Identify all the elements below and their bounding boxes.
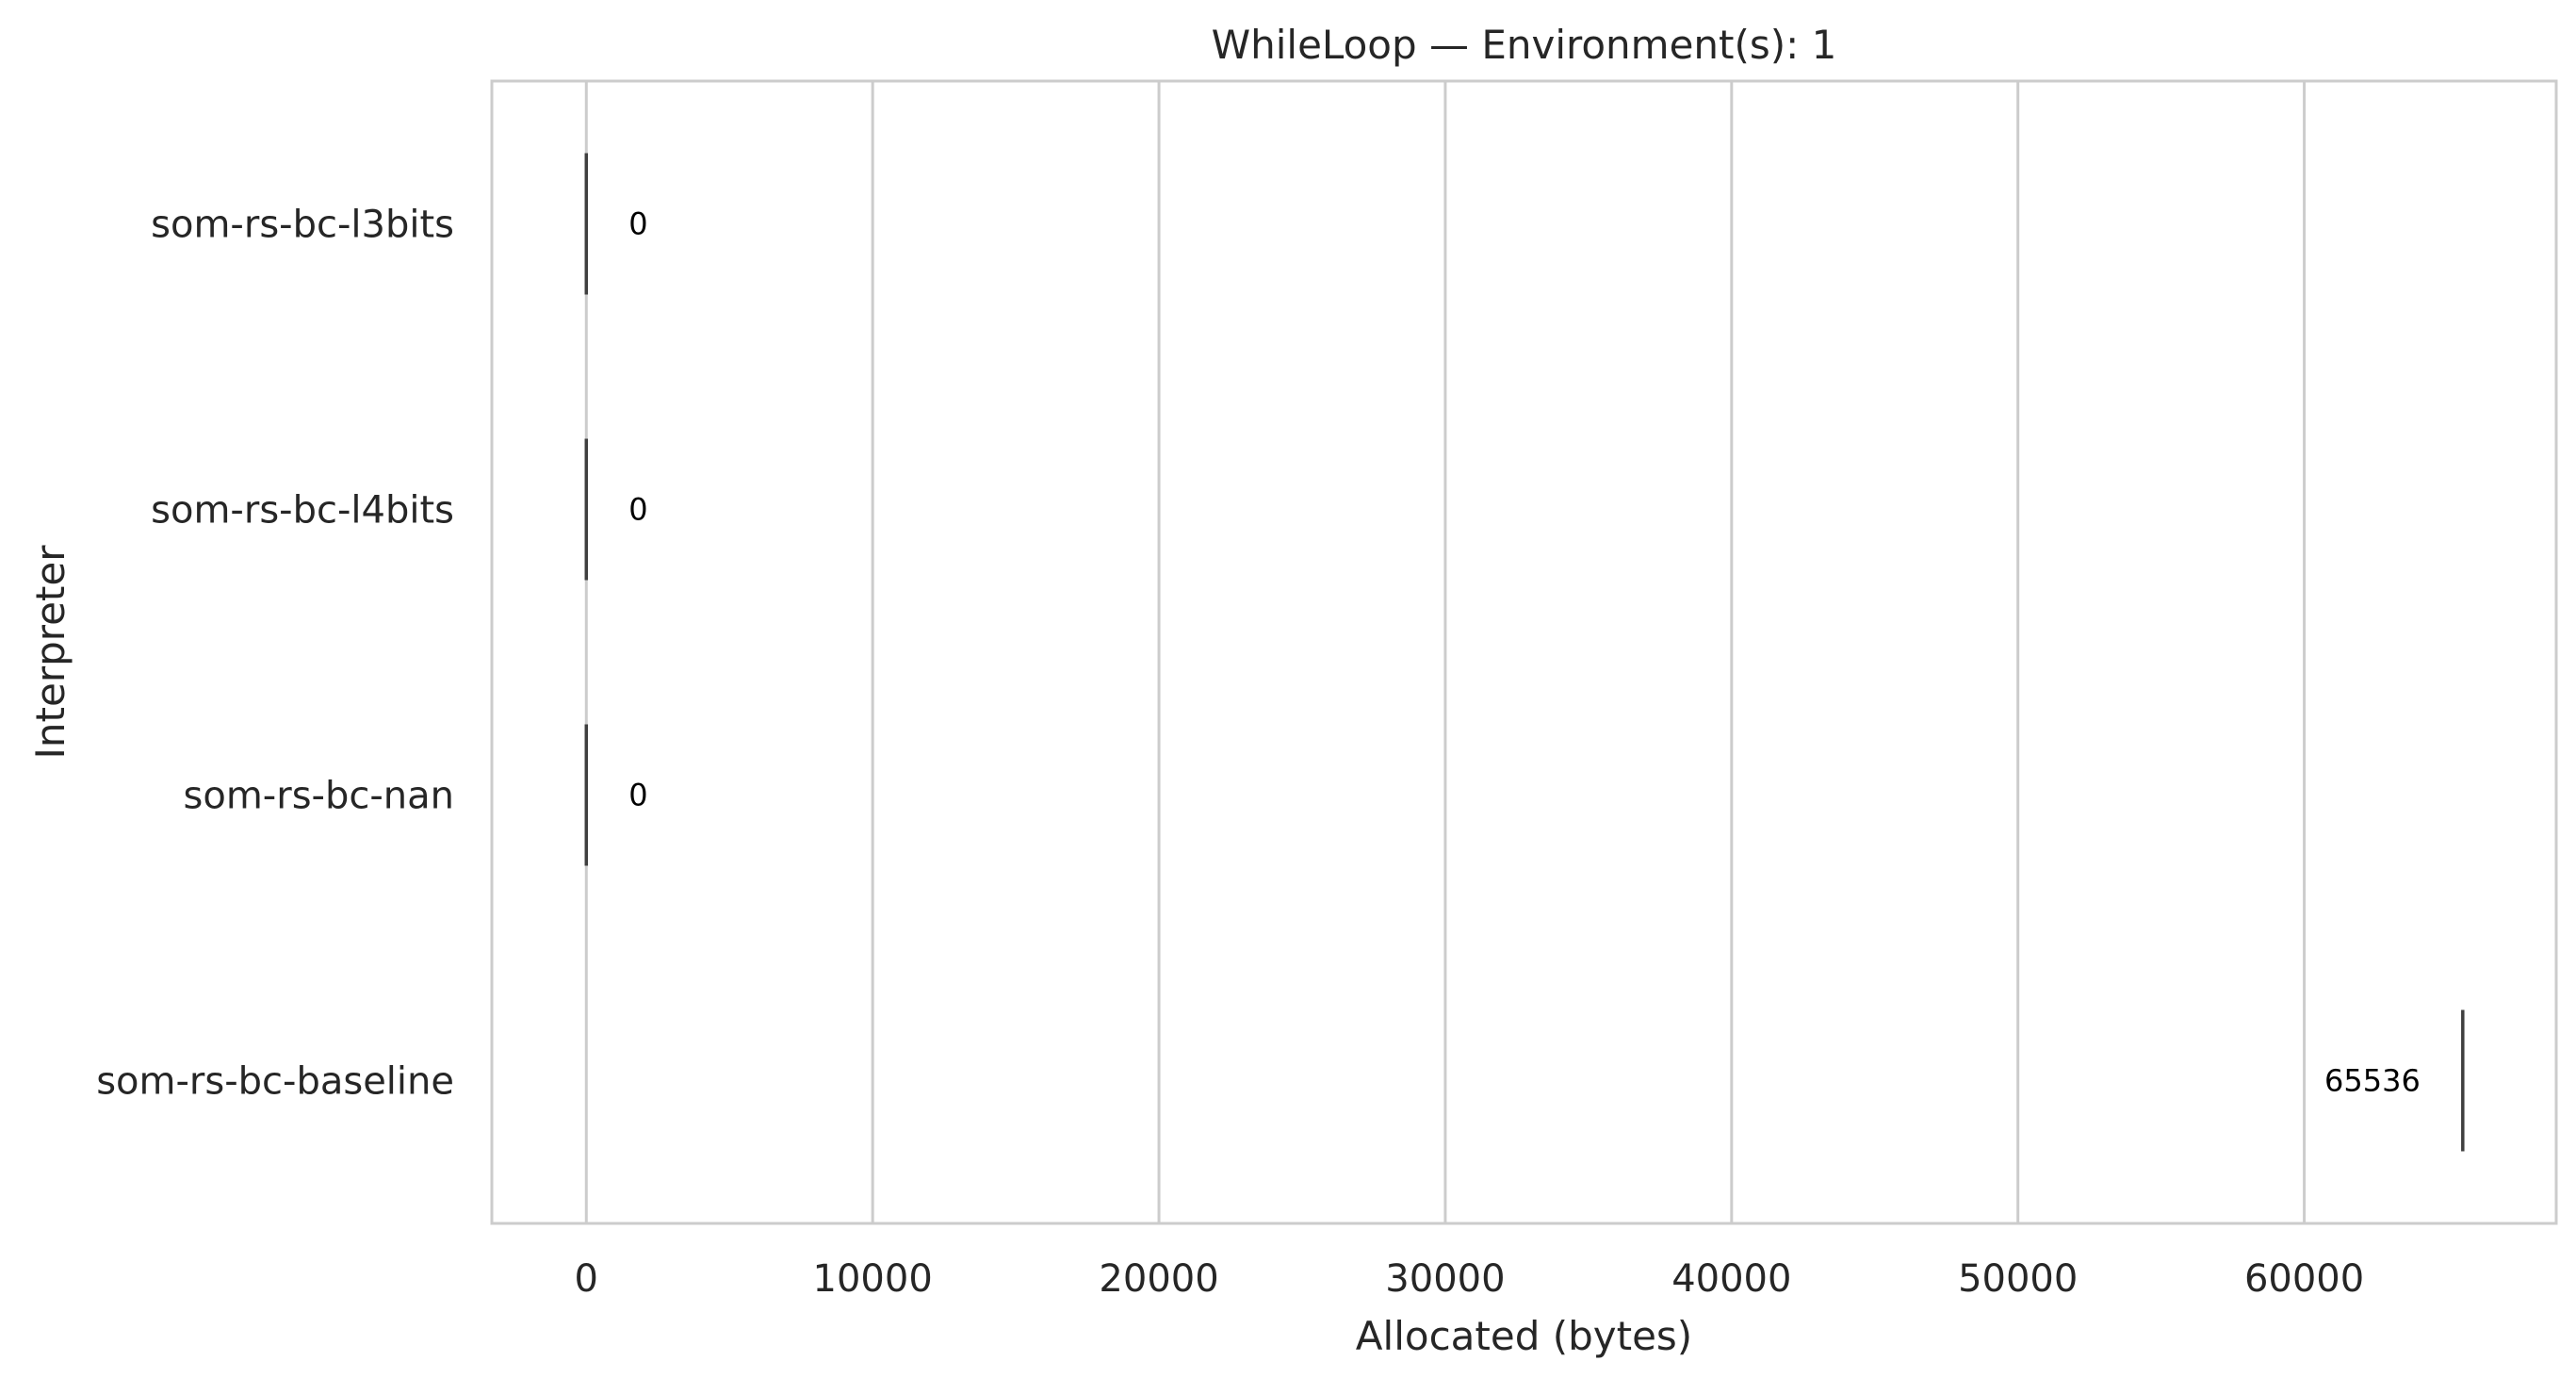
bar — [586, 1010, 2463, 1152]
x-tick-label: 20000 — [1099, 1257, 1218, 1301]
x-tick-label: 30000 — [1385, 1257, 1505, 1301]
data-label: 0 — [628, 206, 647, 242]
y-axis-label: Interpreter — [27, 545, 73, 760]
x-tick-label: 60000 — [2244, 1257, 2364, 1301]
x-tick-label: 40000 — [1671, 1257, 1791, 1301]
data-label: 0 — [628, 492, 647, 528]
chart-title: WhileLoop — Environment(s): 1 — [1212, 22, 1837, 68]
data-label: 65536 — [2324, 1063, 2421, 1099]
x-axis-label: Allocated (bytes) — [1356, 1313, 1692, 1359]
y-tick-label: som-rs-bc-nan — [184, 775, 454, 818]
x-tick-label: 10000 — [813, 1257, 933, 1301]
bar-marks — [584, 153, 2465, 1152]
x-tick-label: 50000 — [1958, 1257, 2078, 1301]
y-tick-labels: som-rs-bc-l3bits som-rs-bc-l4bits som-rs-b… — [96, 204, 454, 1104]
data-labels: 0 0 0 65536 — [628, 206, 2421, 1099]
x-tick-label: 0 — [575, 1257, 598, 1301]
data-label: 0 — [628, 778, 647, 813]
y-tick-label: som-rs-bc-baseline — [96, 1060, 454, 1104]
plot-frame — [490, 79, 2558, 1225]
y-tick-label: som-rs-bc-l3bits — [151, 204, 454, 247]
y-tick-label: som-rs-bc-l4bits — [151, 489, 454, 533]
grid-lines — [584, 81, 2307, 1223]
x-tick-labels: 0 10000 20000 30000 40000 50000 60000 — [575, 1257, 2365, 1301]
